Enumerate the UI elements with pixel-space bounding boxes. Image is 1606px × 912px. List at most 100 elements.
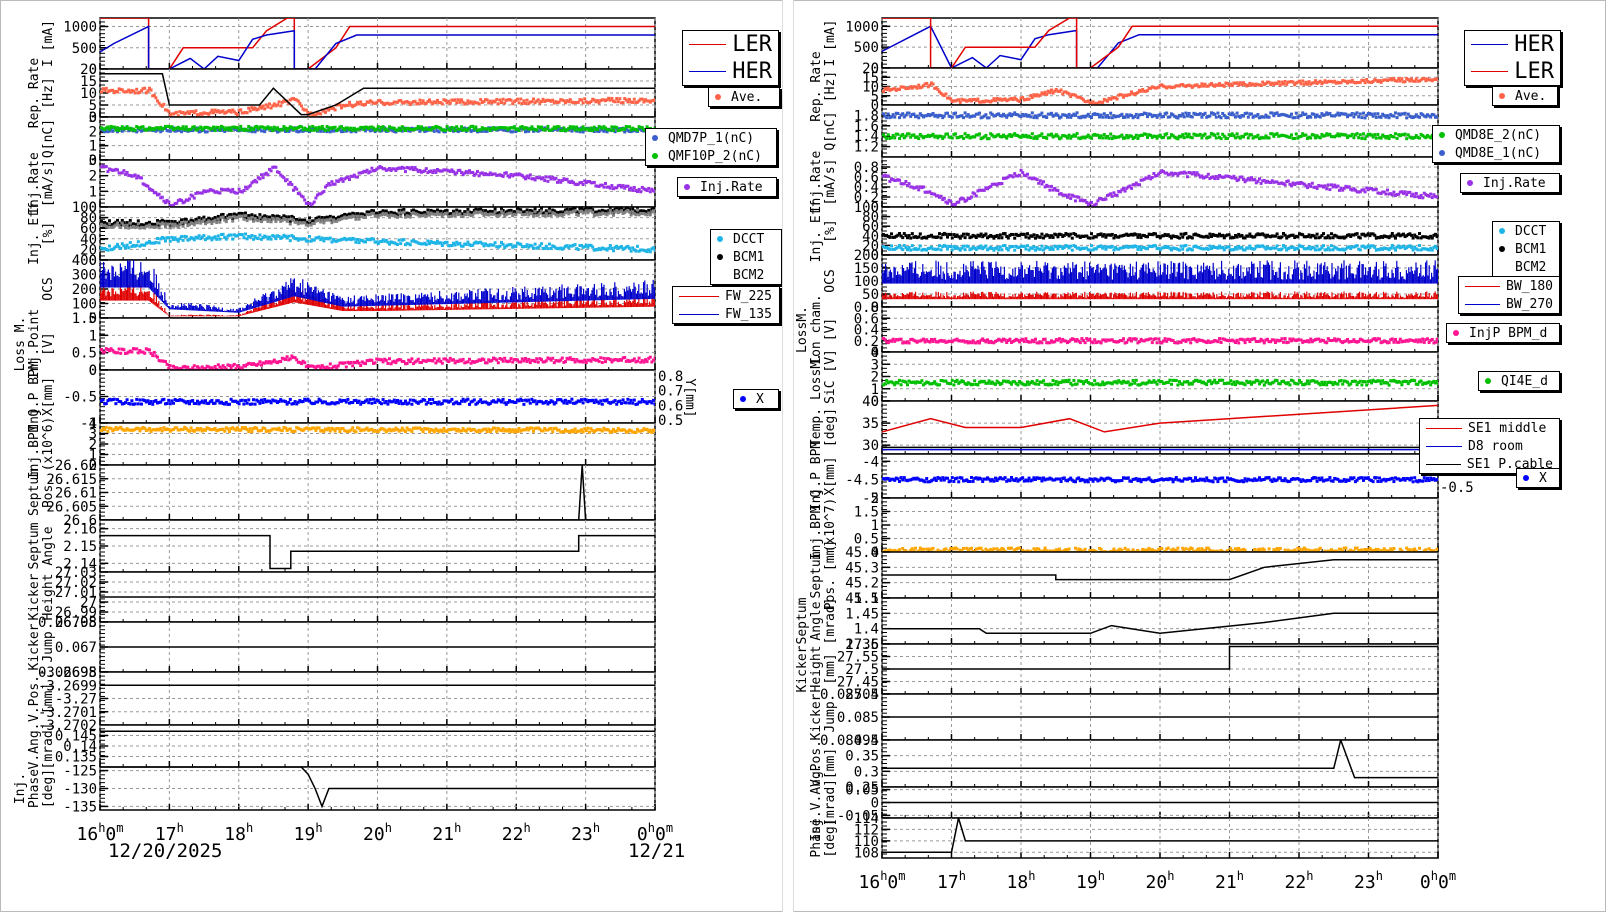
legend-ocs-right: BW_180 BW_270	[1458, 276, 1560, 314]
dot-icon	[1499, 93, 1505, 99]
x-tick-label: 23h	[571, 821, 600, 845]
svg-text:20: 20	[80, 242, 97, 258]
legend-label: BW_270	[1506, 296, 1553, 312]
legend-current-right: HER LER	[1464, 30, 1561, 86]
subplot: -3.2698-3.2699-3.27-3.2701-3.2702V.Pos.[…	[27, 665, 656, 734]
dot-icon	[715, 94, 721, 100]
legend-label: FW_225	[725, 288, 772, 304]
svg-text:OCS: OCS	[41, 277, 56, 300]
legend-label: X	[1539, 470, 1547, 486]
legend-injrate-right: Inj.Rate	[1460, 173, 1560, 193]
subplot: -1 -0.5 0 Inj.P BPM X[mm]	[27, 361, 656, 432]
svg-text:1000: 1000	[63, 20, 97, 36]
legend-label: Inj.Rate	[1483, 175, 1546, 191]
dot-icon	[717, 254, 723, 260]
date-start-label: 12/20/2025	[108, 840, 223, 862]
svg-text:0: 0	[89, 363, 97, 379]
ler-line-icon	[689, 44, 727, 45]
svg-text:2: 2	[89, 124, 97, 140]
dot-icon	[1485, 378, 1491, 384]
x-tick-label: 20h	[1146, 869, 1175, 893]
date-end-label: 12/21	[628, 840, 686, 862]
x-tick-label: 18h	[224, 821, 253, 845]
left-chart-panel: 0 500 1000 I [mA] 0 5 10 15 20 Rep. Rate [Hz] 0 1 2 3 Q…	[0, 0, 782, 912]
legend-label: Ave.	[731, 89, 763, 105]
dot-icon	[652, 153, 658, 159]
svg-text:300: 300	[72, 268, 97, 284]
legend-injeff-right: DCCT BCM1 BCM2	[1492, 221, 1560, 277]
svg-text:Loss M.: Loss M.	[13, 317, 28, 372]
x-tick-label: 21h	[1215, 869, 1244, 893]
x-tick-label: 19h	[1076, 869, 1105, 893]
dot-icon	[652, 135, 658, 141]
legend-label: Ave.	[1515, 88, 1547, 104]
svg-text:0: 0	[89, 153, 97, 169]
her-line-icon	[689, 71, 727, 72]
dot-icon	[1499, 228, 1505, 234]
legend-reprate-left: Ave.	[708, 87, 780, 107]
dot-icon	[717, 236, 723, 242]
legend-entry: LER	[683, 31, 778, 58]
ler-line-icon	[1471, 71, 1509, 72]
blank-icon	[717, 272, 723, 278]
dot-icon	[1499, 246, 1505, 252]
legend-label: InjP BPM_d	[1469, 325, 1548, 341]
svg-text:Inj.Rate: Inj.Rate	[27, 152, 42, 215]
svg-text:Rep. Rate: Rep. Rate	[27, 58, 42, 129]
dot-icon	[1439, 150, 1445, 156]
svg-text:[%]: [%]	[41, 222, 56, 245]
legend-ocs-left: FW_225 FW_135	[672, 286, 780, 324]
legend-label: QMD8E_1(nC)	[1455, 145, 1542, 161]
legend-loss-ion-right: InjP BPM_d	[1446, 323, 1560, 343]
legend-injeff-left: DCCT BCM1 BCM2	[710, 229, 782, 285]
y2-tick: 0.5	[658, 413, 683, 429]
svg-text:-1: -1	[80, 416, 97, 432]
svg-text:1.5: 1.5	[72, 311, 97, 327]
legend-label: HER	[732, 59, 772, 84]
svg-text:0: 0	[89, 253, 97, 269]
svg-text:Inj.Point: Inj.Point	[27, 309, 42, 379]
legend-bpm-left: X	[733, 389, 779, 409]
blank-icon	[1499, 264, 1505, 270]
dot-icon	[684, 184, 690, 190]
line-icon	[1465, 303, 1501, 305]
panel-divider	[782, 0, 794, 912]
x-tick-label: 23h	[1354, 869, 1383, 893]
y2-tick: 0.8	[658, 369, 683, 385]
svg-text:0.5: 0.5	[72, 346, 97, 362]
legend-current-left: LER HER	[682, 30, 779, 86]
x-tick-label: 21h	[432, 821, 461, 845]
legend-temp-right: SE1 middle D8 room SE1 P.cable	[1419, 418, 1560, 474]
svg-text:0: 0	[89, 311, 97, 327]
svg-text:Inj. Eff: Inj. Eff	[27, 202, 42, 265]
legend-label: LER	[1514, 59, 1554, 84]
svg-text:3: 3	[89, 153, 97, 169]
legend-label: FW_135	[725, 306, 772, 322]
x-tick-label: 17h	[937, 869, 966, 893]
svg-text:40: 40	[80, 232, 97, 248]
svg-text:X[mm]: X[mm]	[41, 377, 56, 416]
legend-label: BW_180	[1506, 278, 1553, 294]
dot-icon	[1453, 330, 1459, 336]
svg-text:3: 3	[89, 110, 97, 126]
svg-text:15: 15	[80, 74, 97, 90]
svg-text:5: 5	[89, 98, 97, 114]
legend-reprate-right: Ave.	[1492, 86, 1558, 106]
legend-label: BCM2	[733, 267, 765, 283]
